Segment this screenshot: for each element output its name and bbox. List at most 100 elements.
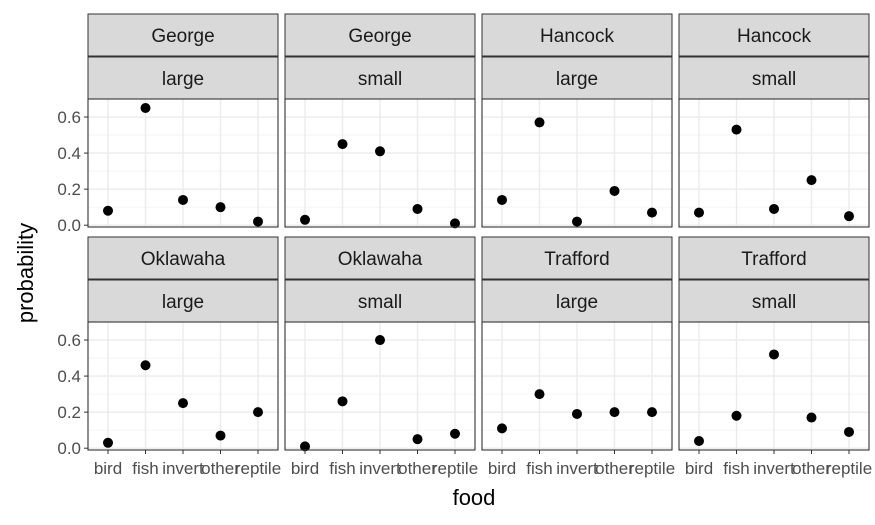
- facet-strip-size-label: large: [162, 69, 204, 90]
- x-tick-label: fish: [132, 459, 158, 478]
- facet-strip-lake: [678, 13, 870, 57]
- data-point: [140, 103, 151, 114]
- x-tick-label: bird: [488, 459, 516, 478]
- y-tick-label: 0.6: [57, 108, 81, 127]
- data-point: [337, 396, 348, 407]
- data-point: [497, 194, 507, 205]
- facet-strip-lake: [284, 236, 476, 280]
- data-point: [806, 412, 817, 423]
- x-tick-label: invert: [556, 459, 598, 478]
- y-tick-label: 0.2: [57, 180, 81, 199]
- x-tick-label: invert: [359, 459, 401, 478]
- x-tick-label: fish: [723, 459, 749, 478]
- x-tick-label: bird: [94, 459, 122, 478]
- facet-strip-size-label: small: [752, 69, 796, 90]
- data-point: [300, 214, 310, 225]
- data-point: [844, 211, 854, 222]
- x-tick-label: reptile: [826, 459, 872, 478]
- facet-strip-lake: [678, 236, 870, 280]
- data-point: [375, 335, 385, 346]
- data-point: [450, 428, 460, 439]
- panel-border: [284, 98, 476, 228]
- x-tick-label: other: [398, 459, 437, 478]
- facet-strip-lake-label: Hancock: [540, 26, 614, 47]
- panels-layer: Georgelarge0.00.20.40.6GeorgesmallHancoc…: [57, 13, 872, 478]
- y-tick-label: 0.0: [57, 439, 81, 458]
- data-point: [215, 430, 226, 441]
- facet-strip-lake: [87, 236, 279, 280]
- data-point: [253, 407, 263, 418]
- data-point: [103, 205, 113, 216]
- data-point: [178, 398, 188, 409]
- facet-strip-size-label: small: [358, 292, 402, 313]
- data-point: [103, 437, 113, 448]
- x-tick-label: fish: [329, 459, 355, 478]
- data-point: [450, 218, 460, 229]
- facet-strip-size-label: large: [556, 292, 598, 313]
- facet-strip-lake: [481, 236, 673, 280]
- y-axis-title: probability: [13, 223, 38, 323]
- data-point: [647, 207, 657, 218]
- x-axis-title: food: [453, 485, 496, 510]
- data-point: [300, 441, 310, 452]
- x-tick-label: other: [201, 459, 240, 478]
- facet-strip-lake-label: Oklawaha: [338, 249, 423, 270]
- data-point: [412, 203, 423, 214]
- data-point: [140, 360, 151, 371]
- facet-strip-lake-label: George: [348, 26, 411, 47]
- facet-strip-size-label: small: [358, 69, 402, 90]
- data-point: [769, 349, 779, 360]
- data-point: [731, 124, 742, 135]
- facet-strip-lake-label: Trafford: [544, 249, 609, 270]
- facet-panel: Hancock small: [678, 13, 870, 228]
- data-point: [806, 175, 817, 186]
- data-point: [178, 194, 188, 205]
- x-tick-label: other: [792, 459, 831, 478]
- x-tick-label: bird: [685, 459, 713, 478]
- data-point: [609, 185, 620, 196]
- facet-strip-lake: [284, 13, 476, 57]
- facet-strip-size: [678, 56, 870, 100]
- x-tick-label: bird: [291, 459, 319, 478]
- x-tick-label: other: [595, 459, 634, 478]
- facet-strip-lake-label: George: [151, 26, 214, 47]
- facet-strip-size: [284, 279, 476, 323]
- panel-border: [87, 98, 279, 228]
- facet-panel: George small: [284, 13, 476, 229]
- facet-strip-lake-label: Trafford: [741, 249, 806, 270]
- x-tick-label: reptile: [629, 459, 675, 478]
- facet-panel: Oklawaha large 0.0 0.2 0.4 0.6 bird fish inverto…: [57, 236, 281, 478]
- facet-strip-lake-label: Hancock: [737, 26, 811, 47]
- facet-panel: George large 0.0 0.2 0.4 0.6: [57, 13, 279, 235]
- facet-strip-size: [87, 56, 279, 100]
- facet-strip-size: [284, 56, 476, 100]
- y-tick-label: 0.2: [57, 403, 81, 422]
- y-tick-label: 0.4: [57, 367, 81, 386]
- y-tick-label: 0.6: [57, 331, 81, 350]
- facet-strip-lake: [481, 13, 673, 57]
- data-point: [412, 434, 423, 445]
- data-point: [572, 408, 582, 419]
- data-point: [694, 207, 704, 218]
- x-tick-label: reptile: [235, 459, 281, 478]
- data-point: [844, 426, 854, 437]
- data-point: [694, 435, 704, 446]
- y-tick-label: 0.0: [57, 216, 81, 235]
- panel-border: [481, 98, 673, 228]
- panel-border: [678, 98, 870, 228]
- data-point: [337, 139, 348, 150]
- data-point: [375, 146, 385, 157]
- data-point: [534, 117, 545, 128]
- facet-panel: Hancock large: [481, 13, 673, 228]
- facet-strip-size-label: large: [556, 69, 598, 90]
- data-point: [609, 407, 620, 418]
- data-point: [647, 407, 657, 418]
- data-point: [731, 410, 742, 421]
- x-tick-label: fish: [526, 459, 552, 478]
- data-point: [253, 216, 263, 227]
- data-point: [572, 216, 582, 227]
- facet-strip-lake-label: Oklawaha: [141, 249, 226, 270]
